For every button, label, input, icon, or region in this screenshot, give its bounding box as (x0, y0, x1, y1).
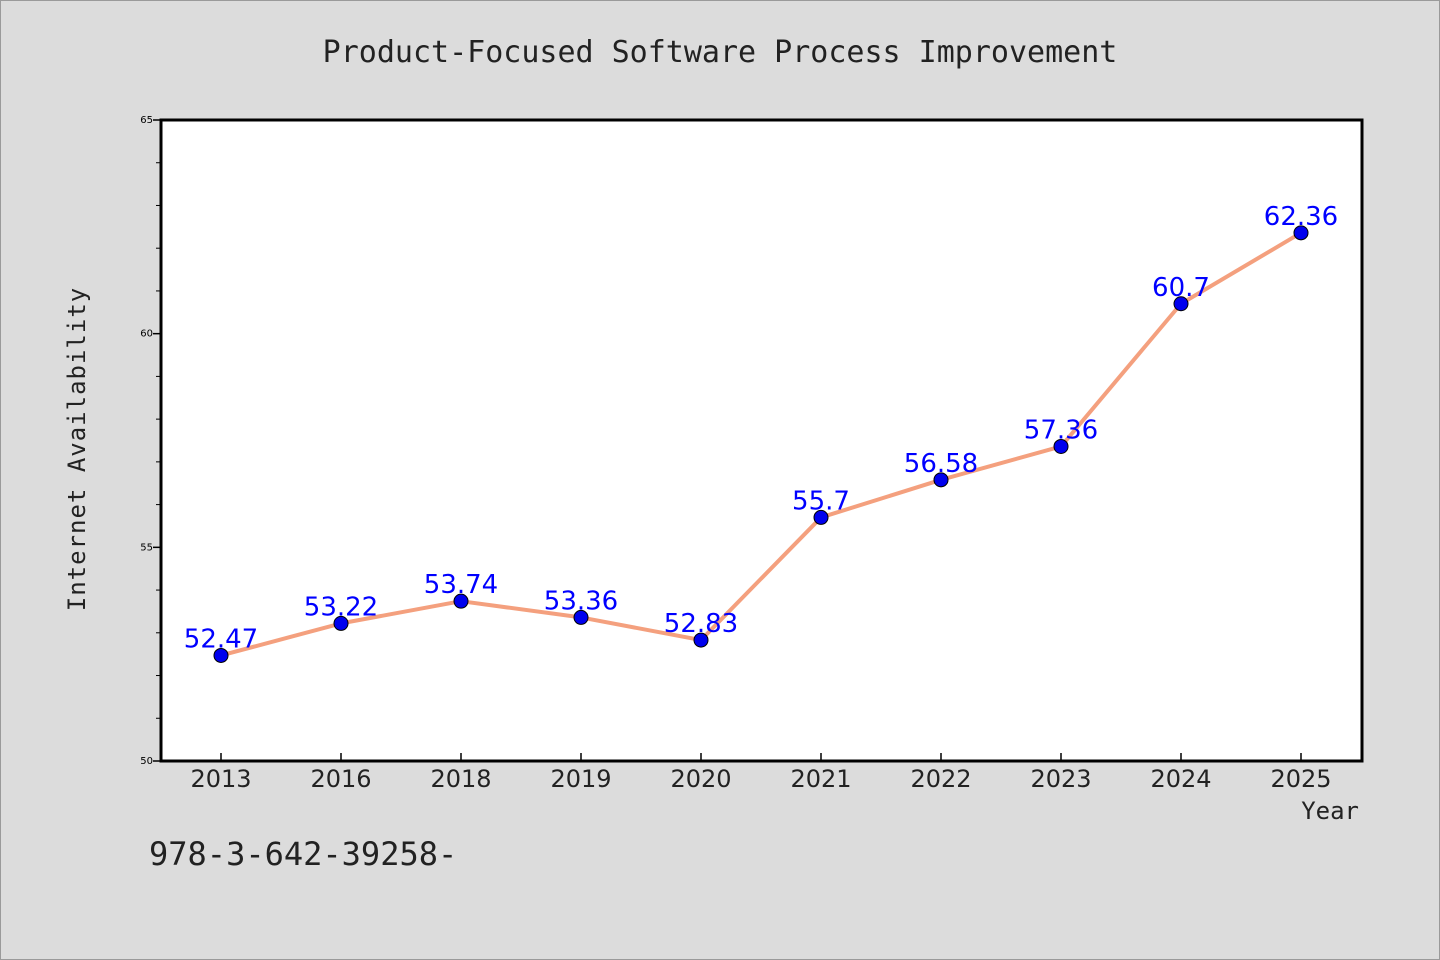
x-axis-label: Year (1301, 797, 1359, 825)
data-point (693, 632, 709, 648)
y-tick-label: 50 (140, 756, 153, 767)
data-point (573, 609, 589, 625)
data-label: 57.36 (1024, 415, 1098, 445)
y-tick-label: 55 (140, 542, 153, 553)
data-point (333, 615, 349, 631)
data-point (813, 509, 829, 525)
x-axis: 2013 2016 2018 2019 2020 2021 2022 2023 2024 2025 (190, 753, 1332, 793)
data-point (933, 472, 949, 488)
x-tick-label: 2016 (310, 765, 371, 793)
footer-code: 978-3-642-39258- (149, 835, 458, 873)
x-tick-label: 2018 (430, 765, 491, 793)
series-line (219, 230, 1303, 658)
x-tick-label: 2021 (790, 765, 851, 793)
x-tick-label: 2020 (670, 765, 731, 793)
data-label: 55.7 (792, 486, 850, 516)
data-label: 53.74 (424, 570, 498, 600)
data-point (1293, 225, 1309, 241)
chart-title: Product-Focused Software Process Improve… (322, 35, 1118, 70)
y-tick-label: 65 (140, 115, 153, 126)
data-label: 60.7 (1152, 273, 1210, 303)
x-tick-label: 2013 (190, 765, 251, 793)
data-point (213, 647, 229, 663)
x-tick-label: 2019 (550, 765, 611, 793)
y-axis: 50 55 60 65 (140, 115, 161, 767)
data-label: 52.83 (664, 609, 738, 639)
y-tick-label: 60 (140, 329, 153, 340)
data-point (453, 593, 469, 609)
data-point (1053, 438, 1069, 454)
x-tick-label: 2024 (1150, 765, 1211, 793)
x-tick-label: 2022 (910, 765, 971, 793)
x-tick-label: 2025 (1270, 765, 1331, 793)
data-label: 56.58 (904, 449, 978, 479)
plot-area (159, 118, 1364, 763)
data-point (1173, 296, 1189, 312)
data-points (213, 225, 1309, 663)
data-label: 53.22 (304, 592, 378, 622)
x-tick-label: 2023 (1030, 765, 1091, 793)
data-label: 62.36 (1264, 202, 1338, 232)
y-axis-label: Internet Availability (63, 286, 91, 612)
series-line-layer (219, 230, 1303, 658)
data-labels: 52.47 53.22 53.74 53.36 52.83 55.7 56.58 57.36 6… (184, 202, 1338, 655)
data-label: 53.36 (544, 586, 618, 616)
data-label: 52.47 (184, 624, 258, 654)
